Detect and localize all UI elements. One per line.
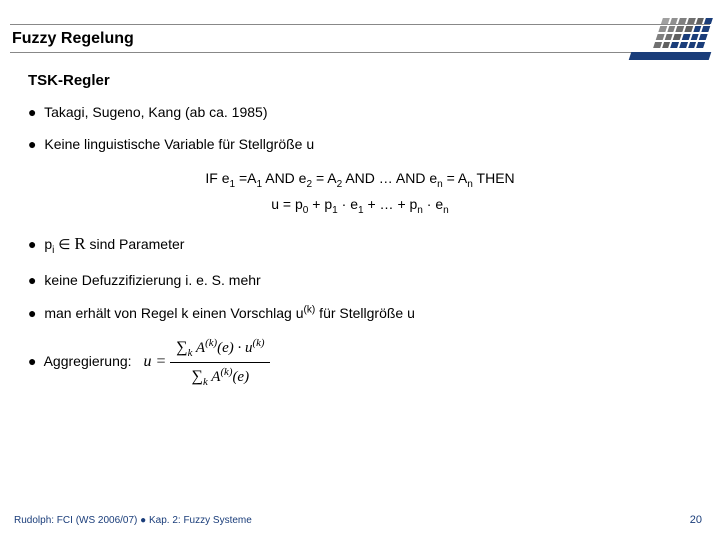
fraction: ∑k A(k)(e) · u(k) ∑k A(k)(e): [170, 336, 270, 389]
header-rule-top: [10, 24, 710, 25]
sup: (k): [304, 304, 316, 315]
t: man erhält von Regel k einen Vorschlag u: [44, 305, 303, 321]
bullet-5-text: man erhält von Regel k einen Vorschlag u…: [44, 305, 415, 321]
denominator: ∑k A(k)(e): [170, 363, 270, 389]
t: für Stellgröße u: [315, 305, 415, 321]
t: sind Parameter: [86, 236, 185, 252]
bullet-1-text: Takagi, Sugeno, Kang (ab ca. 1985): [44, 104, 267, 120]
logo: [638, 18, 708, 60]
real-set-icon: R: [74, 234, 85, 253]
bullet-dot-icon: ●: [28, 305, 36, 321]
bullet-4: ● keine Defuzzifizierung i. e. S. mehr: [28, 271, 692, 289]
bullet-dot-icon: ●: [28, 104, 36, 120]
t: + p: [308, 196, 332, 212]
t: AND e: [262, 170, 306, 186]
page-header-title: Fuzzy Regelung: [12, 30, 134, 48]
sub: i: [52, 245, 54, 256]
subtitle: TSK-Regler: [28, 72, 692, 89]
t: THEN: [473, 170, 515, 186]
t: AND … AND e: [342, 170, 437, 186]
logo-grid: [653, 18, 713, 48]
eq-lhs: u =: [143, 353, 170, 370]
t: + … + p: [364, 196, 418, 212]
t: · e: [338, 196, 358, 212]
t: = A: [443, 170, 468, 186]
t: · e: [423, 196, 443, 212]
sub: n: [443, 205, 449, 216]
bullet-3-text: pi ∈ R sind Parameter: [44, 236, 184, 252]
slide-content: TSK-Regler ● Takagi, Sugeno, Kang (ab ca…: [28, 72, 692, 403]
bullet-2: ● Keine linguistische Variable für Stell…: [28, 135, 692, 153]
footer-text: Rudolph: FCI (WS 2006/07) ● Kap. 2: Fuzz…: [14, 515, 252, 526]
numerator: ∑k A(k)(e) · u(k): [170, 336, 270, 363]
t: u = p: [271, 196, 303, 212]
bullet-5: ● man erhält von Regel k einen Vorschlag…: [28, 303, 692, 322]
bullet-3: ● pi ∈ R sind Parameter: [28, 233, 692, 257]
t: =A: [235, 170, 256, 186]
t: p: [44, 236, 52, 252]
bullet-4-text: keine Defuzzifizierung i. e. S. mehr: [44, 272, 260, 288]
bullet-6: ● Aggregierung: u = ∑k A(k)(e) · u(k) ∑k…: [28, 336, 692, 389]
t: A: [196, 340, 205, 356]
bullet-dot-icon: ●: [28, 272, 36, 288]
bullet-dot-icon: ●: [28, 236, 36, 252]
bullet-dot-icon: ●: [28, 353, 36, 369]
t: (e): [232, 369, 249, 385]
rule-line-2: u = p0 + p1 · e1 + … + pn · en: [28, 193, 692, 219]
rule-formula: IF e1 =A1 AND e2 = A2 AND … AND en = An …: [28, 167, 692, 219]
bullet-2-text: Keine linguistische Variable für Stellgr…: [44, 136, 314, 152]
rule-line-1: IF e1 =A1 AND e2 = A2 AND … AND en = An …: [28, 167, 692, 193]
bullet-dot-icon: ●: [28, 136, 36, 152]
bullet-6-text: Aggregierung:: [44, 353, 132, 369]
page-number: 20: [690, 514, 702, 526]
t: IF e: [205, 170, 229, 186]
logo-bar: [629, 52, 712, 60]
aggregation-equation: u = ∑k A(k)(e) · u(k) ∑k A(k)(e): [143, 336, 270, 389]
t: = A: [312, 170, 337, 186]
t: (e) · u: [217, 340, 252, 356]
bullet-1: ● Takagi, Sugeno, Kang (ab ca. 1985): [28, 103, 692, 121]
header-rule-bottom: [10, 52, 710, 53]
